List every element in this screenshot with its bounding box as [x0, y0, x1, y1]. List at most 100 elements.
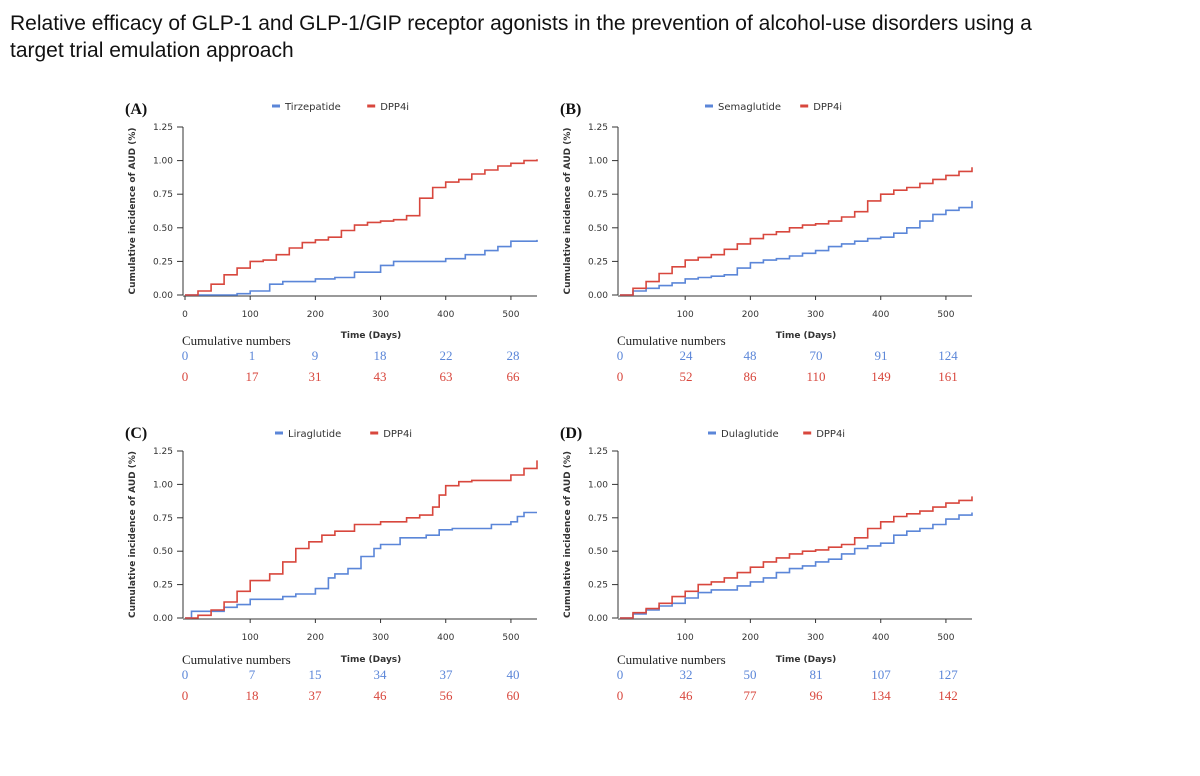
- y-tick-label: 1.25: [588, 123, 608, 133]
- series-line-dpp4i: [620, 167, 973, 296]
- table-cell-dulaglutide: 107: [871, 667, 891, 682]
- table-cell-dpp4i: 0: [182, 688, 189, 703]
- legend: Dulaglutide DPP4i: [708, 429, 845, 440]
- y-axis-label: Cumulative incidence of AUD (%): [128, 451, 138, 618]
- y-tick-label: 0.75: [153, 190, 173, 200]
- table-cell-liraglutide: 0: [182, 667, 189, 682]
- table-cell-liraglutide: 34: [374, 667, 388, 682]
- y-axis-label: Cumulative incidence of AUD (%): [563, 128, 573, 295]
- table-cell-dpp4i: 60: [507, 688, 520, 703]
- table-label: Cumulative numbers: [182, 333, 291, 348]
- table-cell-liraglutide: 15: [309, 667, 322, 682]
- legend-label: DPP4i: [380, 102, 409, 113]
- table-cell-dpp4i: 46: [680, 688, 694, 703]
- table-label: Cumulative numbers: [617, 652, 726, 667]
- y-tick-label: 0.25: [153, 581, 173, 591]
- x-tick-label: 0: [182, 310, 188, 320]
- legend-label: Liraglutide: [288, 429, 341, 440]
- y-tick-label: 0.00: [588, 614, 608, 624]
- series-line-tirzepatide: [185, 239, 538, 296]
- x-tick-label: 300: [372, 633, 389, 643]
- panel-label: (D): [560, 425, 582, 442]
- table-cell-dulaglutide: 32: [680, 667, 693, 682]
- y-axis-label: Cumulative incidence of AUD (%): [128, 128, 138, 295]
- chart-panel-a: (A) Tirzepatide DPP4i 0.00 0.25 0.50 0.75 1.00 1…: [125, 101, 538, 384]
- table-cell-dpp4i: 66: [507, 369, 521, 384]
- y-tick-label: 1.00: [588, 480, 608, 490]
- y-tick-label: 1.25: [588, 447, 608, 457]
- table-cell-semaglutide: 24: [680, 348, 694, 363]
- y-tick-label: 1.00: [153, 157, 173, 167]
- x-axis: 100 200 300 400 500 Time (Days): [183, 618, 537, 665]
- y-tick-label: 0.50: [153, 547, 173, 557]
- y-axis-label: Cumulative incidence of AUD (%): [563, 451, 573, 618]
- x-tick-label: 400: [872, 633, 889, 643]
- legend: Semaglutide DPP4i: [705, 102, 842, 113]
- table-cell-dulaglutide: 0: [617, 667, 624, 682]
- table-cell-semaglutide: 124: [938, 348, 958, 363]
- table-cell-dpp4i: 142: [938, 688, 958, 703]
- y-tick-label: 0.75: [588, 190, 608, 200]
- table-cell-dpp4i: 31: [309, 369, 322, 384]
- table-cell-tirzepatide: 22: [440, 348, 453, 363]
- table-cell-semaglutide: 0: [617, 348, 624, 363]
- table-cell-dpp4i: 56: [440, 688, 454, 703]
- y-tick-label: 1.00: [153, 480, 173, 490]
- table-cell-dulaglutide: 127: [938, 667, 958, 682]
- x-tick-label: 300: [372, 310, 389, 320]
- x-tick-label: 500: [502, 310, 519, 320]
- legend-label: Semaglutide: [718, 102, 781, 113]
- title-line-1: Relative efficacy of GLP-1 and GLP-1/GIP…: [10, 12, 1032, 35]
- table-cell-liraglutide: 37: [440, 667, 454, 682]
- y-tick-label: 0.50: [588, 224, 608, 234]
- series-line-dpp4i: [185, 460, 538, 619]
- table-cell-dpp4i: 96: [810, 688, 824, 703]
- legend-label: Tirzepatide: [284, 102, 341, 113]
- panel-label: (A): [125, 101, 147, 118]
- x-tick-label: 400: [437, 633, 454, 643]
- table-cell-dpp4i: 43: [374, 369, 387, 384]
- chart-panel-b: (B) Semaglutide DPP4i 0.00 0.25 0.50 0.75 1.00 1…: [560, 101, 973, 384]
- x-tick-label: 500: [937, 633, 954, 643]
- y-axis: 0.00 0.25 0.50 0.75 1.00 1.25 Cumulative incid…: [563, 447, 619, 624]
- table-cell-liraglutide: 7: [249, 667, 256, 682]
- series-line-dpp4i: [620, 496, 973, 619]
- y-tick-label: 1.25: [153, 123, 173, 133]
- table-cell-tirzepatide: 0: [182, 348, 189, 363]
- table-cell-tirzepatide: 28: [507, 348, 520, 363]
- x-tick-label: 400: [437, 310, 454, 320]
- panel-label: (C): [125, 425, 147, 442]
- x-tick-label: 300: [807, 310, 824, 320]
- y-tick-label: 0.50: [588, 547, 608, 557]
- x-tick-label: 200: [307, 633, 324, 643]
- y-tick-label: 0.00: [153, 291, 173, 301]
- y-axis: 0.00 0.25 0.50 0.75 1.00 1.25 Cumulative incid…: [128, 447, 184, 624]
- page-title: Relative efficacy of GLP-1 and GLP-1/GIP…: [10, 10, 1130, 64]
- y-axis: 0.00 0.25 0.50 0.75 1.00 1.25 Cumulative incid…: [128, 123, 184, 301]
- table-cell-tirzepatide: 18: [374, 348, 387, 363]
- series-line-dulaglutide: [620, 512, 973, 619]
- legend-label: DPP4i: [383, 429, 412, 440]
- title-line-2: target trial emulation approach: [10, 39, 294, 62]
- x-tick-label: 500: [937, 310, 954, 320]
- legend-label: Dulaglutide: [721, 429, 779, 440]
- y-tick-label: 0.00: [588, 291, 608, 301]
- x-tick-label: 100: [677, 633, 694, 643]
- y-tick-label: 0.25: [588, 257, 608, 267]
- table-cell-dpp4i: 161: [938, 369, 958, 384]
- legend-label: DPP4i: [816, 429, 845, 440]
- series-line-liraglutide: [185, 511, 537, 619]
- x-tick-label: 100: [242, 310, 259, 320]
- table-cell-dpp4i: 86: [744, 369, 758, 384]
- table-cell-dpp4i: 18: [246, 688, 259, 703]
- x-axis: 0 100 200 300 400 500 Time (Days): [182, 295, 537, 341]
- table-cell-tirzepatide: 1: [249, 348, 256, 363]
- x-tick-label: 200: [307, 310, 324, 320]
- x-axis: 100 200 300 400 500 Time (Days): [618, 618, 972, 665]
- table-cell-semaglutide: 70: [810, 348, 823, 363]
- table-cell-liraglutide: 40: [507, 667, 520, 682]
